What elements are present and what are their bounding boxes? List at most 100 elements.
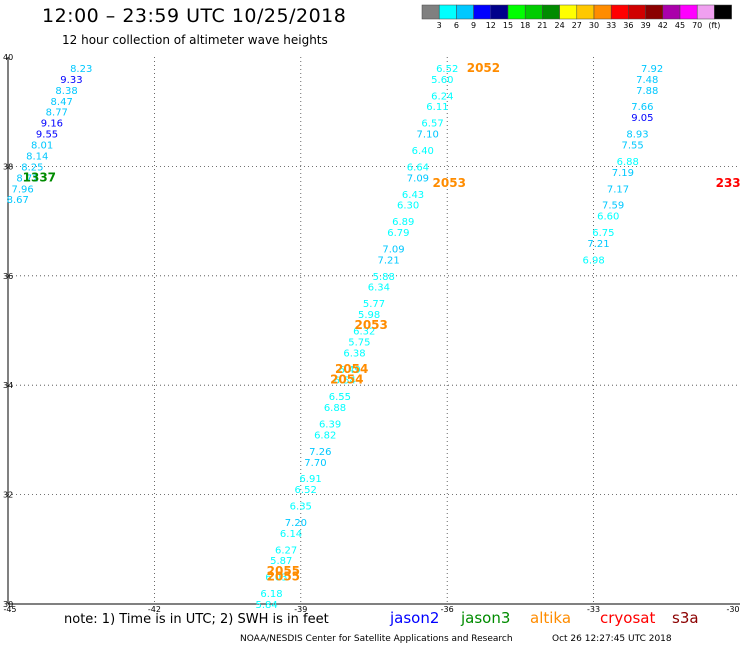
wave-height-value: 6.88 [617,157,639,168]
wave-height-value: 6.55 [329,392,351,403]
scale-swatch [524,4,543,20]
scale-label: 12 [486,21,496,30]
wave-height-value: 6.35 [290,502,312,513]
wave-height-value: 7.55 [622,141,644,152]
scale-label: 33 [606,21,616,30]
axis-labels: -45 -42 -39 -36 -33 -30 40 38 36 34 32 30 [3,53,740,614]
scale-swatch [662,4,681,20]
scale-swatch [645,4,664,20]
lon-tick-label: -39 [294,605,307,614]
wave-height-value: 5.88 [373,272,395,283]
wave-height-value: 9.05 [631,113,653,124]
scale-swatch [421,4,440,20]
scale-label: 24 [555,21,565,30]
wave-height-value: 6.75 [592,228,614,239]
footer-timestamp: Oct 26 12:27:45 UTC 2018 [552,634,672,644]
scale-swatch [542,4,560,20]
lon-tick-label: -30 [726,605,739,614]
scale-swatch [593,4,612,20]
scale-label: 70 [692,21,702,30]
scale-label: 39 [641,21,651,30]
map-frame [7,57,740,605]
wave-height-value: 5.75 [348,337,370,348]
wave-height-value: 6.60 [597,212,619,223]
pass-number-label: 2055 [267,564,300,578]
page-title: 12:00 – 23:59 UTC 10/25/2018 [42,5,347,27]
wave-height-value: 6.82 [314,430,336,441]
wave-height-value: 6.40 [412,146,434,157]
wave-height-value: 8.93 [626,130,648,141]
lat-tick-label: 30 [3,600,13,609]
scale-label: 15 [503,21,513,30]
wave-height-value: 6.54 [334,376,356,387]
scale-swatch [438,4,457,20]
scale-label: 45 [675,21,685,30]
wave-height-value: 5.84 [256,600,278,611]
wave-height-value: 6.43 [402,190,424,201]
wave-height-value: 6.98 [582,255,604,266]
lon-tick-label: -36 [441,605,454,614]
wave-height-value: 7.96 [12,184,34,195]
wave-height-value: 6.24 [431,91,453,102]
pass-number-label: 1337 [23,170,56,184]
wave-height-value: 7.59 [602,201,624,212]
wave-height-value: 6.57 [421,119,443,130]
wave-height-value: 6.91 [299,474,321,485]
scale-swatch [456,4,474,20]
wave-height-value: 6.49 [338,365,360,376]
scale-swatch [679,4,698,20]
wave-height-value: 5.98 [358,310,380,321]
lon-tick-label: -42 [148,605,161,614]
pass-number-label: 2052 [467,61,500,75]
scale-swatch [490,4,509,20]
scale-swatch [473,4,492,20]
scale-label: 36 [623,21,633,30]
pass-number-label: 2053 [354,318,387,332]
scale-label: 30 [589,21,599,30]
satellite-legend-altika: altika [530,609,572,627]
pass-number-label: 233 [716,176,740,190]
wave-height-value: 6.32 [353,327,375,338]
wave-height-value: 6.79 [387,228,409,239]
scale-swatch [507,4,526,20]
pass-number-label: 2054 [330,373,363,387]
wave-height-value: 6.52 [436,64,458,75]
color-scale-legend: 3 6 9 12 15 18 21 24 27 30 33 36 39 42 45 70 (ft) [421,4,732,30]
wave-height-value: 7.19 [612,168,634,179]
pass-number-label: 2054 [335,362,368,376]
lat-tick-label: 40 [3,53,13,62]
wave-height-value: 7.92 [641,64,663,75]
wave-height-value: 8.38 [55,86,77,97]
wave-height-value: 9.55 [36,130,58,141]
scale-label: 42 [658,21,668,30]
wave-height-value: 7.09 [407,173,429,184]
observation-points: 8.239.338.388.478.779.169.558.018.148.25… [7,64,664,611]
lat-tick-label: 32 [3,491,13,500]
wave-height-value: 8.23 [70,64,92,75]
satellite-legend-jason3: jason3 [461,609,511,627]
wave-height-value: 7.17 [607,184,629,195]
scale-label: 3 [437,21,442,30]
scale-label: 6 [454,21,459,30]
wave-height-value: 9.16 [41,119,63,130]
wave-height-value: 6.64 [407,162,429,173]
wave-height-value: 7.88 [636,86,658,97]
scale-swatch [610,4,629,20]
wave-height-value: 9.33 [60,75,82,86]
scale-swatch [628,4,646,20]
scale-label: (ft) [708,21,720,30]
wave-height-value: 6.89 [392,217,414,228]
wave-height-value: 5.60 [431,75,453,86]
wave-height-value: 7.26 [309,447,331,458]
wave-height-value: 6.14 [280,529,302,540]
satellite-legend-s3a: s3a [672,609,699,627]
scale-swatch [696,4,715,20]
lon-tick-label: -33 [587,605,600,614]
wave-height-value: 6.38 [343,348,365,359]
wave-height-value: 7.70 [304,458,326,469]
scale-label: 18 [520,21,530,30]
wave-height-value: 7.21 [378,255,400,266]
scale-label: 21 [537,21,547,30]
wave-height-value: 8.77 [46,108,68,119]
